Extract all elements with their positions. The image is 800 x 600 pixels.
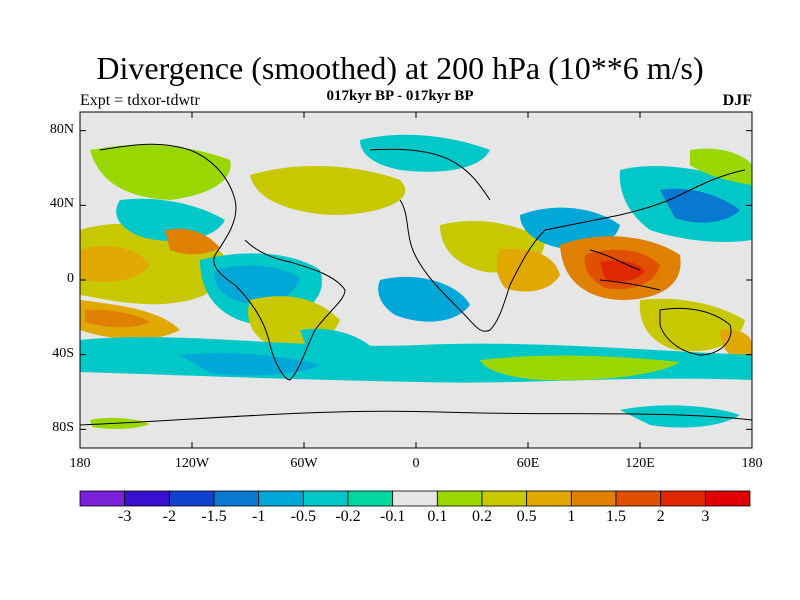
colorbar-label: -1.5 — [201, 508, 227, 525]
colorbar-swatch — [570, 490, 617, 507]
colorbar-swatch — [347, 490, 394, 507]
colorbar-label: -0.1 — [379, 508, 406, 525]
colorbar-label: 3 — [701, 508, 710, 525]
lon-tick-label: 180 — [741, 456, 763, 471]
colorbar-swatch — [392, 490, 438, 507]
lon-tick-label: 120W — [174, 456, 210, 471]
colorbar-swatch — [213, 490, 260, 507]
season-label: DJF — [722, 92, 752, 109]
lon-tick-label: 180 — [69, 456, 91, 471]
colorbar-label: 0.2 — [472, 508, 492, 525]
colorbar-swatch — [302, 490, 349, 507]
colorbar-swatch — [481, 490, 528, 507]
colorbar-swatch — [79, 490, 126, 507]
colorbar-swatch — [660, 490, 706, 507]
experiment-label: Expt = tdxor-tdwtr — [80, 92, 200, 109]
axis-ticks — [79, 112, 753, 448]
lat-tick-label: 0 — [67, 271, 74, 286]
colorbar-label: 0.5 — [516, 508, 537, 525]
colorbar-swatch — [168, 490, 215, 507]
subtitle: 017kyr BP - 017kyr BP — [326, 88, 474, 104]
colorbar-label: -1 — [251, 508, 266, 525]
colorbar-swatch — [615, 490, 662, 507]
colorbar-swatch — [436, 490, 483, 507]
colorbar-label: -0.5 — [290, 508, 316, 525]
lon-tick-label: 0 — [412, 456, 420, 471]
lat-tick-label: 80S — [52, 420, 74, 436]
colorbar-swatch — [258, 490, 304, 507]
lat-tick-label: 80N — [49, 121, 74, 137]
colorbar-label: 1 — [567, 508, 576, 525]
colorbar-swatch — [704, 490, 751, 507]
lat-tick-label: 40S — [52, 345, 74, 361]
lon-tick-label: 60E — [516, 456, 540, 471]
colorbar-label: -3 — [117, 508, 132, 525]
lon-tick-label: 120E — [625, 456, 655, 471]
colorbar — [79, 490, 751, 507]
colorbar-label: -0.2 — [335, 508, 361, 525]
colorbar-label: 0.1 — [427, 508, 448, 525]
colorbar-label: 1.5 — [606, 508, 626, 525]
colorbar-label: -2 — [162, 508, 176, 525]
colorbar-label: 2 — [656, 508, 665, 525]
colorbar-swatch — [124, 490, 170, 507]
coastlines — [80, 143, 752, 426]
lat-tick-label: 40N — [49, 196, 74, 212]
lon-tick-label: 60W — [290, 456, 318, 471]
page-title: Divergence (smoothed) at 200 hPa (10**6 … — [96, 50, 704, 86]
colorbar-swatch — [526, 490, 572, 507]
divergence-field — [80, 134, 752, 429]
